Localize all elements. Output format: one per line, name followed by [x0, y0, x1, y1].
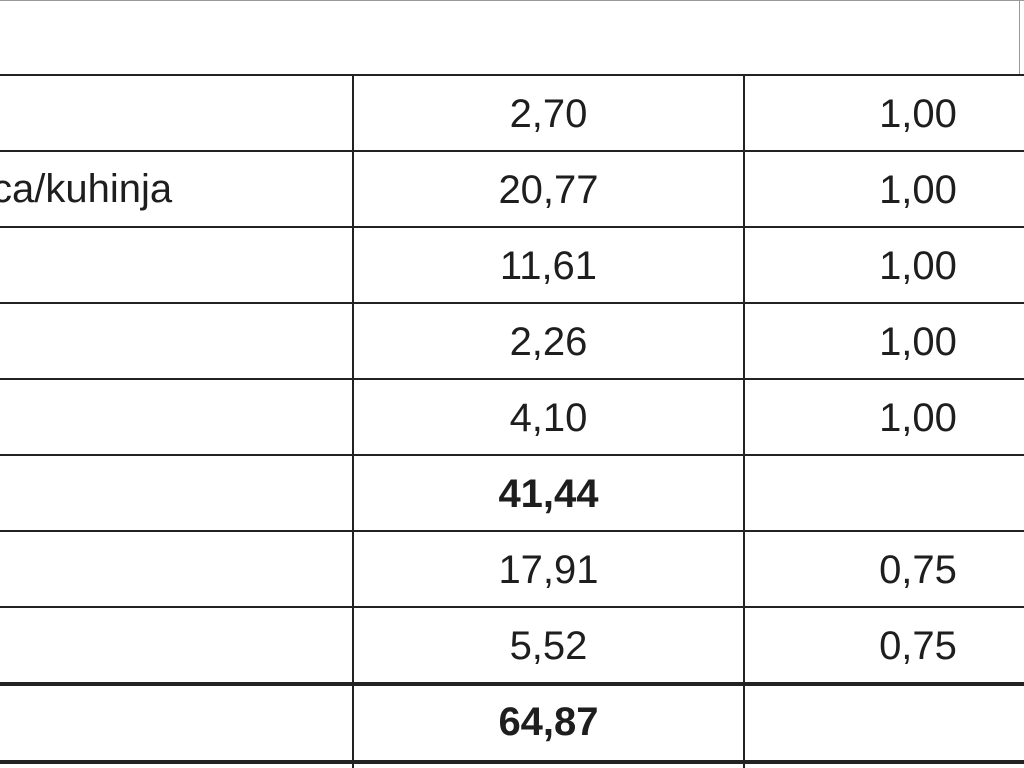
area-value: 5,52 — [509, 624, 588, 668]
table-bottom-border — [0, 760, 1024, 764]
coefficient-value: 0,75 — [879, 624, 957, 668]
row-border — [0, 606, 1024, 608]
coefficient-value: 1,00 — [879, 396, 957, 440]
row-border — [0, 454, 1024, 456]
area-value: 20,77 — [498, 168, 599, 212]
area-value: 64,87 — [498, 700, 599, 744]
coefficient-value: 1,00 — [879, 244, 957, 288]
row-border — [0, 378, 1024, 380]
row-border — [0, 74, 1024, 76]
right-border — [1019, 0, 1020, 75]
area-value: 4,10 — [509, 396, 588, 440]
area-value: 2,26 — [509, 320, 588, 364]
area-value: 17,91 — [498, 548, 599, 592]
top-border — [0, 0, 1024, 1]
coefficient-value: 1,00 — [879, 320, 957, 364]
row-border — [0, 226, 1024, 228]
row-border — [0, 530, 1024, 532]
coefficient-value: 1,00 — [879, 168, 957, 212]
row-border — [0, 150, 1024, 152]
row-border — [0, 682, 1024, 686]
area-value: 2,70 — [509, 92, 588, 136]
row-border — [0, 302, 1024, 304]
area-value: 41,44 — [498, 472, 599, 516]
row-label: ca/kuhinja — [0, 167, 173, 211]
column-divider — [743, 74, 745, 768]
area-value: 11,61 — [499, 244, 598, 288]
coefficient-value: 1,00 — [879, 92, 957, 136]
coefficient-value: 0,75 — [879, 548, 957, 592]
column-divider — [352, 74, 354, 768]
